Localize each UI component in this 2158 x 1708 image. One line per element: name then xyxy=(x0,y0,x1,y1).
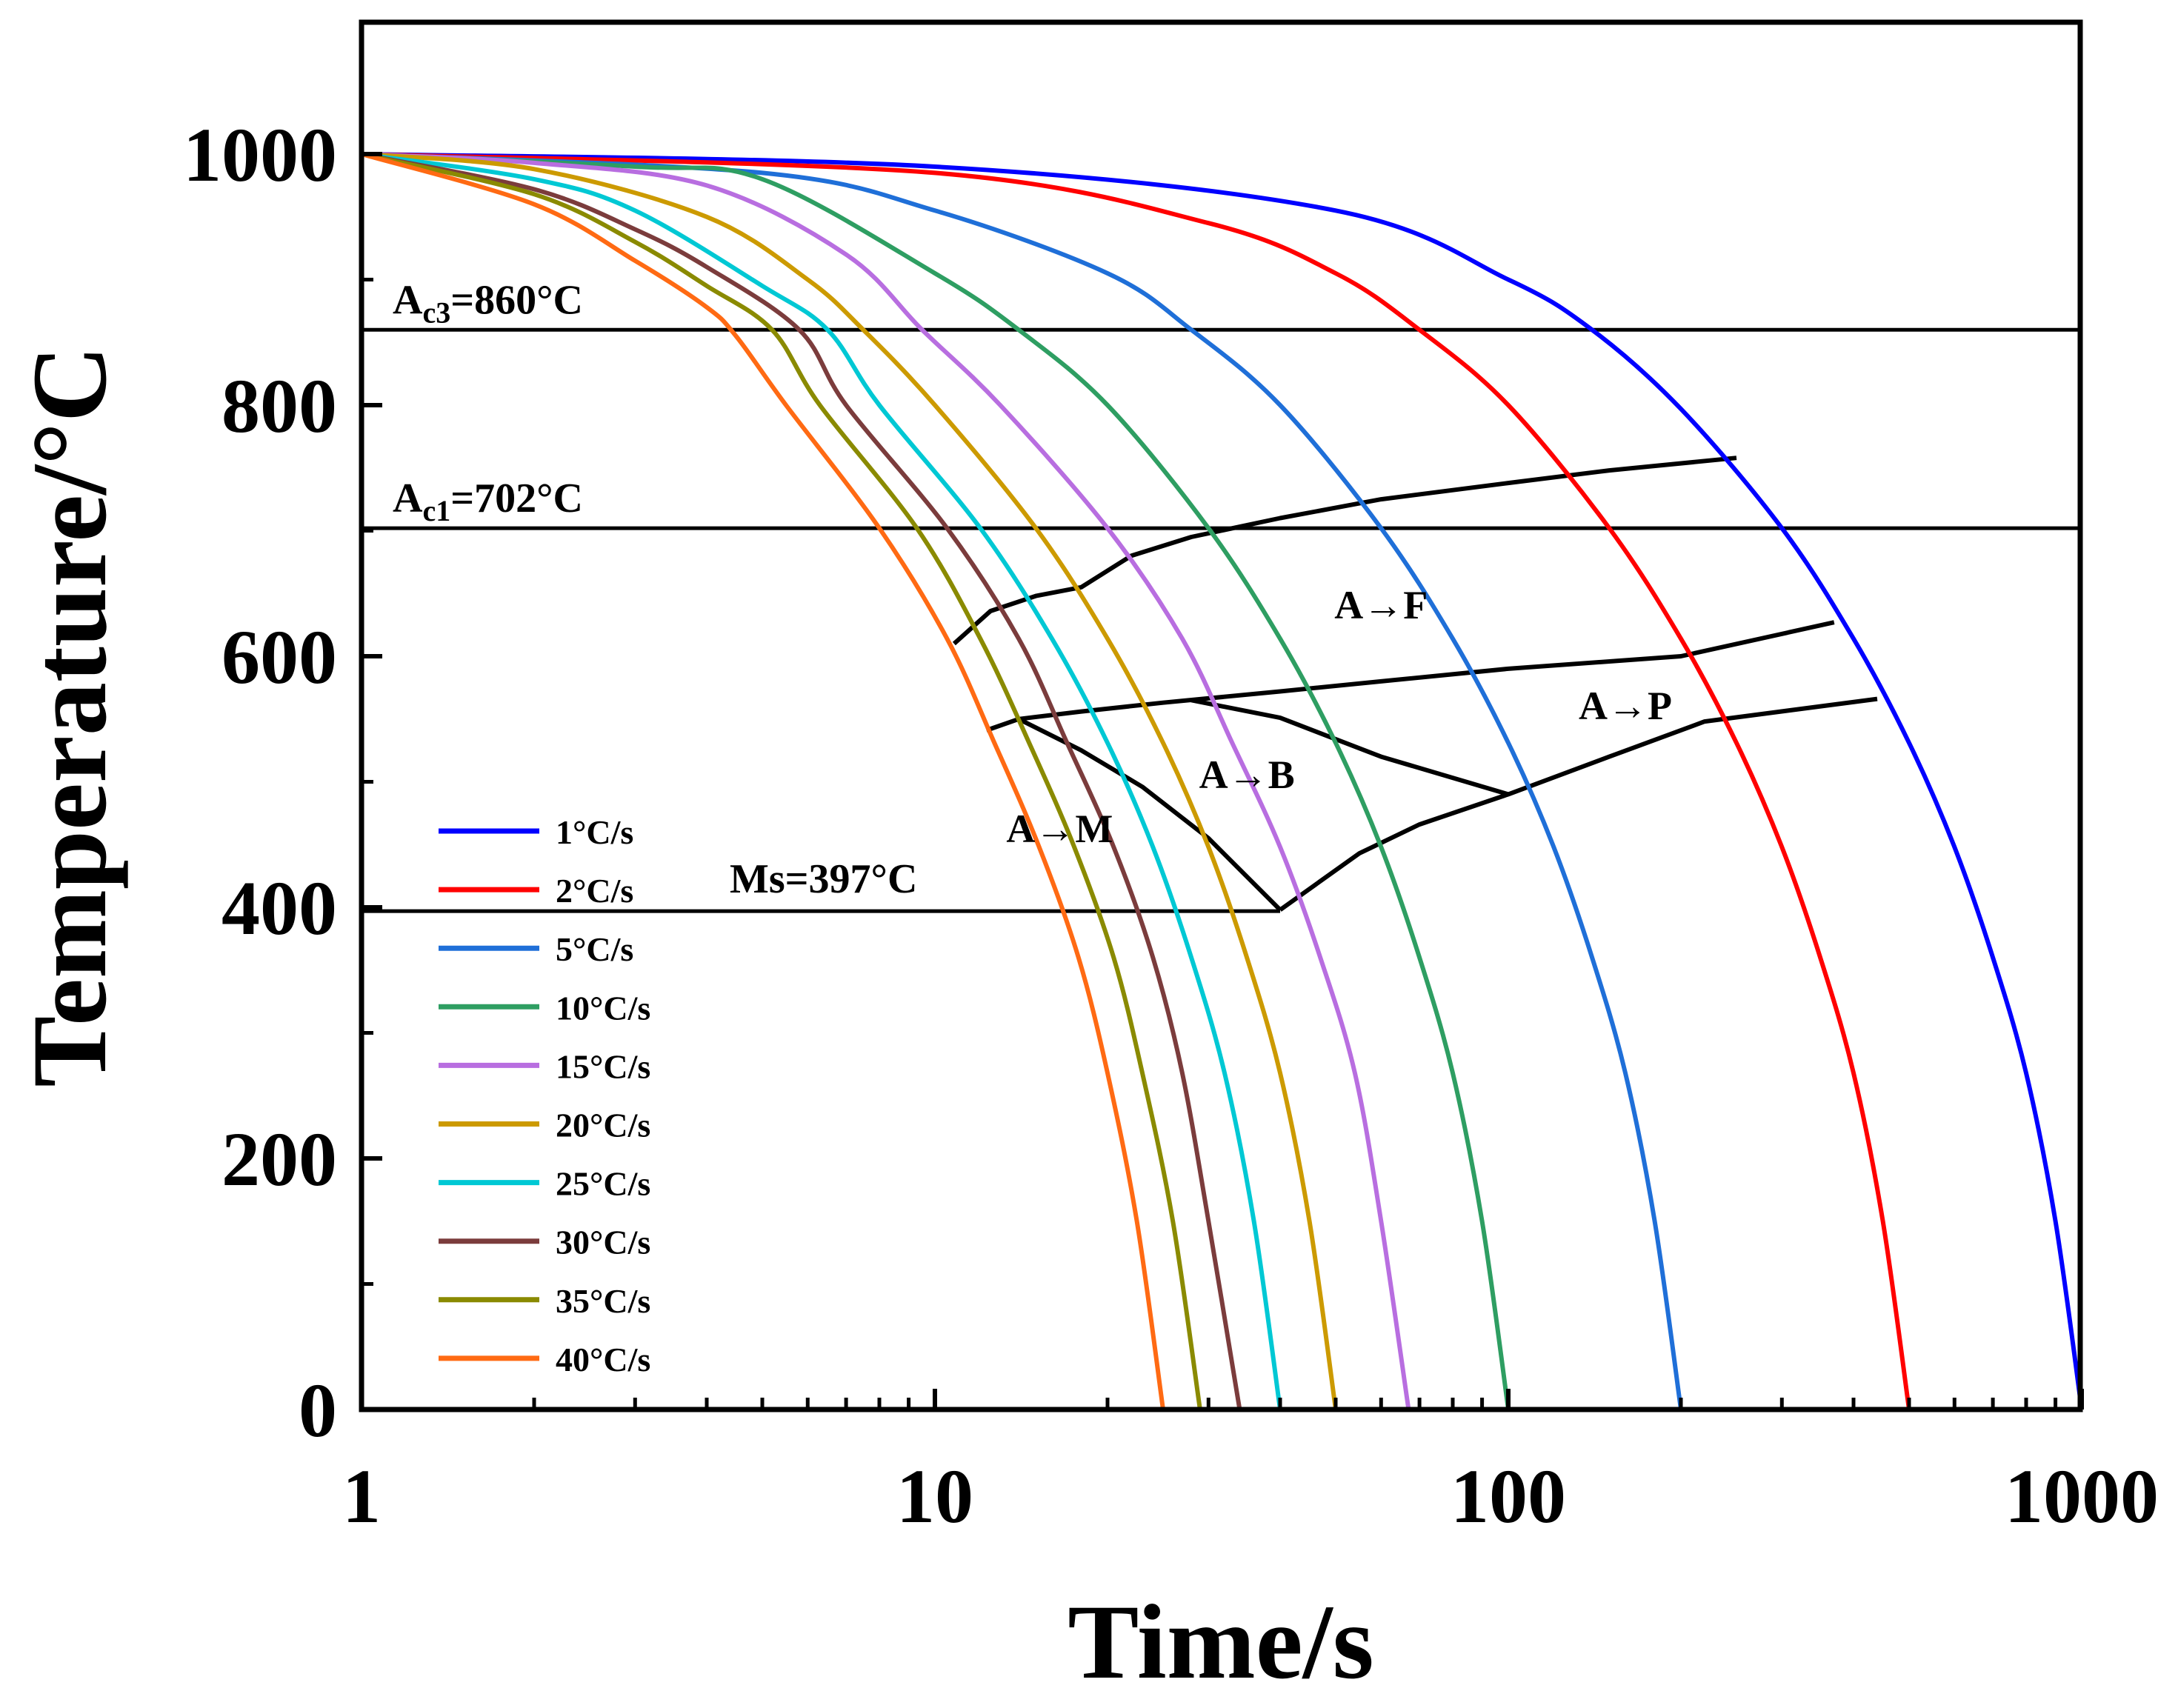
ac1-label: Ac1=702°C xyxy=(393,476,583,527)
ms-label: Ms=397°C xyxy=(730,856,917,902)
cooling-curve-35cps xyxy=(361,152,1202,1410)
reference-labels: Ac3=860°C Ac1=702°C Ms=397°C xyxy=(393,277,917,902)
x-tick-label: 1000 xyxy=(2005,1454,2158,1539)
axis-ticks: 1 10 100 1000 0 200 400 600 800 1000 xyxy=(183,113,2158,1539)
legend-label: 25°C/s xyxy=(556,1165,650,1203)
y-tick-label: 1000 xyxy=(183,113,337,198)
y-tick-label: 400 xyxy=(222,866,337,951)
legend-label: 35°C/s xyxy=(556,1282,650,1320)
martensite-start-bound-line xyxy=(1017,717,1282,912)
legend-label: 1°C/s xyxy=(556,813,633,851)
legend-label: 10°C/s xyxy=(556,989,650,1027)
y-axis-title: Temperature/°C xyxy=(11,345,129,1087)
cooling-curve-10cps xyxy=(361,152,1511,1410)
x-tick-label: 10 xyxy=(896,1454,973,1539)
legend-label: 15°C/s xyxy=(556,1047,650,1085)
cooling-curve-2cps xyxy=(361,152,1911,1410)
cooling-curve-15cps xyxy=(361,152,1411,1410)
y-tick-label: 600 xyxy=(222,615,337,700)
cooling-curves xyxy=(361,152,2084,1410)
plot-frame xyxy=(359,19,2083,1412)
phase-annotations: A→F A→P A→B A→M xyxy=(1006,583,1672,851)
annotation-a-b: A→B xyxy=(1199,753,1295,797)
cooling-curve-25cps xyxy=(361,152,1282,1410)
cooling-curve-40cps xyxy=(361,152,1165,1410)
x-axis-title: Time/s xyxy=(1068,1584,1373,1701)
transformation-boundaries xyxy=(952,456,1878,912)
y-tick-label: 800 xyxy=(222,364,337,449)
x-tick-label: 100 xyxy=(1451,1454,1566,1539)
legend-label: 5°C/s xyxy=(556,930,633,968)
x-tick-label: 1 xyxy=(342,1454,381,1539)
pearlite-start-line xyxy=(985,620,1835,733)
annotation-a-m: A→M xyxy=(1006,807,1113,851)
ferrite-start-line xyxy=(952,456,1737,646)
y-tick-label: 0 xyxy=(299,1368,337,1453)
cooling-curve-5cps xyxy=(361,152,1683,1410)
legend-label: 30°C/s xyxy=(556,1224,650,1261)
cooling-curve-1cps xyxy=(361,152,2084,1410)
cooling-curve-30cps xyxy=(361,152,1242,1410)
legend-label: 40°C/s xyxy=(556,1341,650,1378)
ac3-label: Ac3=860°C xyxy=(393,277,583,329)
pearlite-finish-line xyxy=(1279,696,1878,912)
legend-label: 20°C/s xyxy=(556,1107,650,1144)
legend: 1°C/s 2°C/s 5°C/s 10°C/s 15°C/s 20°C/s 25°C/s 3… xyxy=(439,813,650,1378)
legend-label: 2°C/s xyxy=(556,872,633,910)
cooling-curve-20cps xyxy=(361,152,1338,1410)
reference-lines xyxy=(362,327,2080,913)
annotation-a-f: A→F xyxy=(1334,583,1428,627)
y-tick-label: 200 xyxy=(222,1117,337,1202)
annotation-a-p: A→P xyxy=(1579,684,1672,728)
